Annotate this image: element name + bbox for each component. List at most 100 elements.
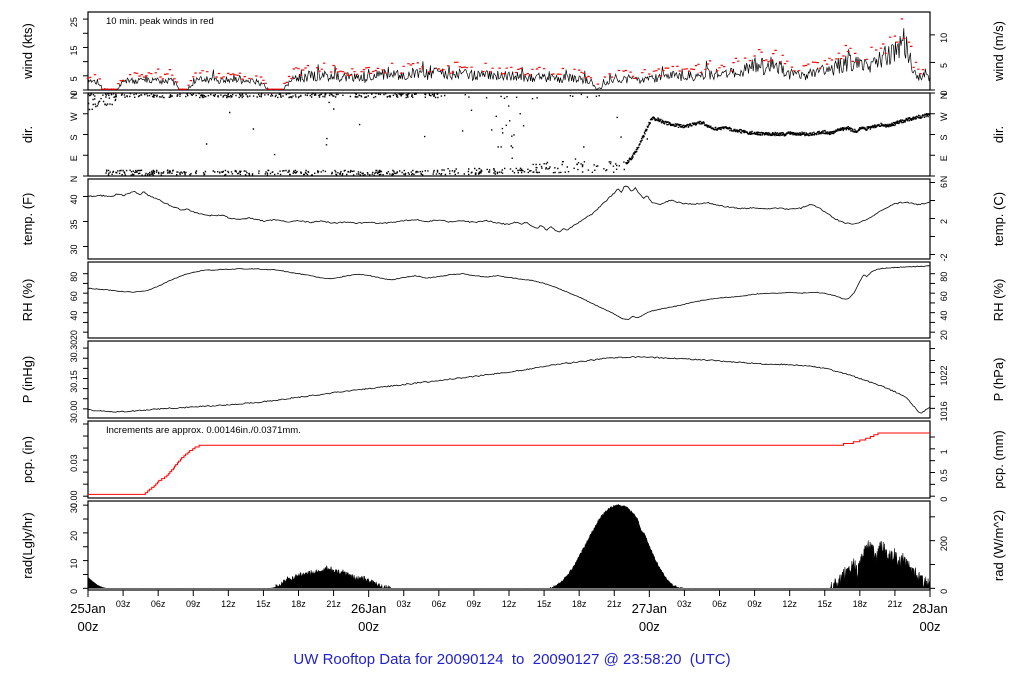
tick-label: E bbox=[69, 155, 79, 161]
x-hour-label: 15z bbox=[817, 599, 832, 609]
axis-title-left: P (inHg) bbox=[20, 356, 35, 403]
x-date-sublabel: 00z bbox=[358, 619, 379, 634]
x-hour-label: 09z bbox=[467, 599, 482, 609]
x-hour-label: 21z bbox=[326, 599, 341, 609]
panel-press: 30.00 30.15 30.30 1016 1022 P (inHg) P (hPa) bbox=[20, 340, 1006, 423]
tick-label: 30.15 bbox=[69, 370, 79, 393]
temp-trace bbox=[87, 185, 931, 233]
panel-border bbox=[87, 500, 931, 591]
x-hour-label: 21z bbox=[888, 599, 903, 609]
x-hour-label: 12z bbox=[782, 599, 797, 609]
tick-label: 15 bbox=[69, 45, 79, 55]
x-hour-label: 15z bbox=[537, 599, 552, 609]
x-hour-label: 12z bbox=[502, 599, 517, 609]
tick-label: 5 bbox=[939, 63, 949, 68]
tick-label: 0 bbox=[69, 589, 79, 594]
tick-label: -2 bbox=[939, 253, 949, 261]
axis-title-left: dir. bbox=[20, 126, 35, 143]
axis-title-right: rad (W/m^2) bbox=[991, 510, 1006, 581]
tick-label: 10 bbox=[69, 559, 79, 569]
x-date-sublabel: 00z bbox=[920, 619, 941, 634]
x-hour-label: 03z bbox=[677, 599, 692, 609]
tick-label: 20 bbox=[69, 330, 79, 340]
tick-label: 0 bbox=[939, 90, 949, 95]
tick-label: 0.5 bbox=[939, 469, 949, 482]
tick-label: 2 bbox=[939, 219, 949, 224]
tick-label: 40 bbox=[69, 194, 79, 204]
panel-border bbox=[87, 340, 931, 419]
x-hour-label: 18z bbox=[291, 599, 306, 609]
tick-label: 200 bbox=[939, 536, 949, 551]
dir-scatter bbox=[87, 92, 931, 176]
tick-label: 10 bbox=[939, 33, 949, 43]
tick-label: 35 bbox=[69, 219, 79, 229]
axis-title-right: dir. bbox=[991, 126, 1006, 143]
tick-label: 40 bbox=[939, 311, 949, 321]
tick-label: N bbox=[939, 176, 949, 183]
panel-border bbox=[87, 11, 931, 91]
x-hour-label: 06z bbox=[151, 599, 166, 609]
x-date-label: 26Jan bbox=[351, 601, 386, 616]
x-date-label: 27Jan bbox=[632, 601, 667, 616]
x-hour-label: 12z bbox=[221, 599, 236, 609]
tick-label: 30.30 bbox=[69, 340, 79, 363]
axis-title-left: pcp. (in) bbox=[20, 436, 35, 483]
tick-label: 0.03 bbox=[69, 454, 79, 472]
tick-label: 1016 bbox=[939, 401, 949, 421]
panel-pcp: 0.00 0.03 0 0.5 1 pcp. (in) pcp. (mm) Increment… bbox=[20, 420, 1006, 508]
tick-label: 25 bbox=[69, 17, 79, 27]
x-hour-label: 15z bbox=[256, 599, 271, 609]
panel-annotation: Increments are approx. 0.00146in./0.0371… bbox=[106, 425, 301, 436]
tick-label: 30.00 bbox=[69, 401, 79, 424]
tick-label: E bbox=[939, 155, 949, 161]
press-trace bbox=[87, 356, 931, 414]
x-hour-label: 09z bbox=[186, 599, 201, 609]
tick-label: 6 bbox=[939, 183, 949, 188]
tick-label: S bbox=[939, 134, 949, 140]
tick-label: 40 bbox=[69, 311, 79, 321]
tick-label: W bbox=[69, 112, 79, 121]
axis-title-left: wind (kts) bbox=[20, 23, 35, 80]
x-hour-label: 06z bbox=[432, 599, 447, 609]
pcp-trace-red bbox=[88, 432, 930, 495]
tick-label: 5 bbox=[69, 76, 79, 81]
panel-border bbox=[87, 420, 931, 499]
axis-title-left: rad(Lgly/hr) bbox=[20, 512, 35, 578]
tick-label: 80 bbox=[69, 272, 79, 282]
tick-label: 60 bbox=[939, 291, 949, 301]
tick-label: 60 bbox=[69, 291, 79, 301]
tick-label: N bbox=[69, 93, 79, 100]
x-hour-label: 09z bbox=[747, 599, 762, 609]
tick-label: 0 bbox=[69, 90, 79, 95]
x-date-label: 28Jan bbox=[912, 601, 947, 616]
axis-title-left: temp. (F) bbox=[20, 193, 35, 246]
tick-label: 1022 bbox=[939, 365, 949, 385]
tick-label: 0 bbox=[939, 497, 949, 502]
axis-title-right: RH (%) bbox=[991, 279, 1006, 322]
tick-label: W bbox=[939, 112, 949, 121]
x-hour-label: 03z bbox=[116, 599, 131, 609]
tick-label: 20 bbox=[69, 531, 79, 541]
x-hour-label: 06z bbox=[712, 599, 727, 609]
panel-wind: 0 5 15 25 0 5 10 wind (kts) wind (m/s) 10 min. pe… bbox=[20, 11, 1006, 96]
axis-title-right: wind (m/s) bbox=[991, 21, 1006, 82]
tick-label: 0.00 bbox=[69, 490, 79, 508]
tick-label: 30 bbox=[69, 244, 79, 254]
panel-border bbox=[87, 261, 931, 339]
rh-trace bbox=[87, 265, 931, 321]
panel-temp: 30 35 40 -2 2 6 temp. (F) temp. (C) bbox=[20, 178, 1006, 262]
tick-label: S bbox=[69, 134, 79, 140]
wind-trace bbox=[87, 28, 931, 91]
tick-label: 0 bbox=[939, 589, 949, 594]
tick-label: 1 bbox=[939, 449, 949, 454]
x-date-label: 25Jan bbox=[70, 601, 105, 616]
rad-fill bbox=[87, 503, 931, 590]
panel-rad: 0 10 20 30 0 200 rad(Lgly/hr) rad (W/m^2) bbox=[20, 500, 1006, 594]
axis-title-right: temp. (C) bbox=[991, 192, 1006, 246]
x-date-sublabel: 00z bbox=[78, 619, 99, 634]
axis-title-right: pcp. (mm) bbox=[991, 430, 1006, 489]
axis-title-left: RH (%) bbox=[20, 279, 35, 322]
